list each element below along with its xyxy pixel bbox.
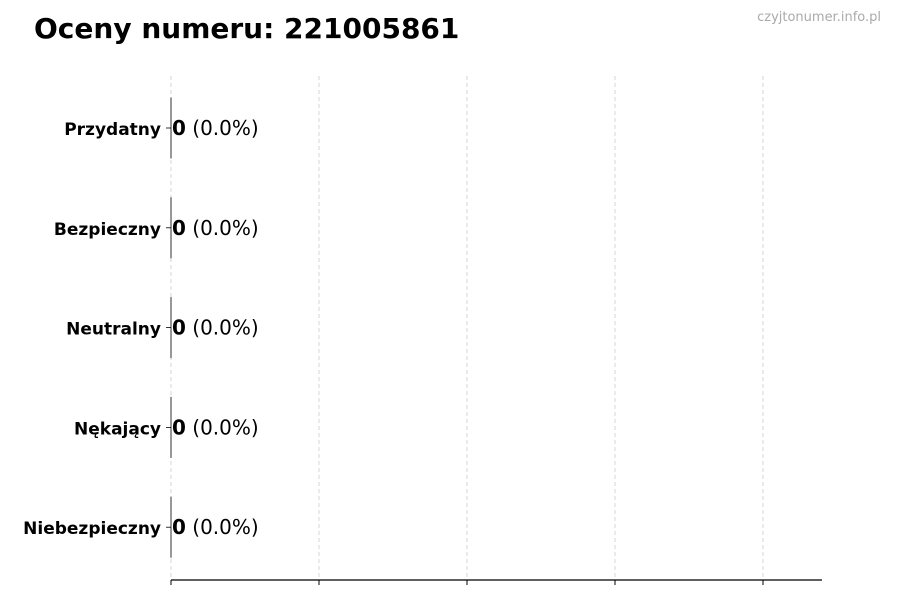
data-label-percent: (0.0%) [186,116,259,140]
data-label-percent: (0.0%) [186,216,259,240]
data-label-count: 0 [172,316,186,340]
y-tick-label: Przydatny [64,120,161,140]
y-tick-label: Nękający [74,419,161,439]
data-label-percent: (0.0%) [186,515,259,539]
data-label-count: 0 [172,415,186,439]
data-label: 0 (0.0%) [172,316,259,340]
data-label-percent: (0.0%) [186,415,259,439]
y-tick-label: Neutralny [66,320,161,340]
data-label: 0 (0.0%) [172,415,259,439]
data-label-count: 0 [172,216,186,240]
y-tick-label: Bezpieczny [54,220,161,240]
data-label-percent: (0.0%) [186,316,259,340]
data-label: 0 (0.0%) [172,515,259,539]
y-tick-label: Niebezpieczny [23,519,161,539]
data-label-count: 0 [172,515,186,539]
data-label-count: 0 [172,116,186,140]
watermark: czyjtonumer.info.pl [757,10,881,25]
data-label: 0 (0.0%) [172,216,259,240]
chart-title: Oceny numeru: 221005861 [34,12,460,45]
data-label: 0 (0.0%) [172,116,259,140]
